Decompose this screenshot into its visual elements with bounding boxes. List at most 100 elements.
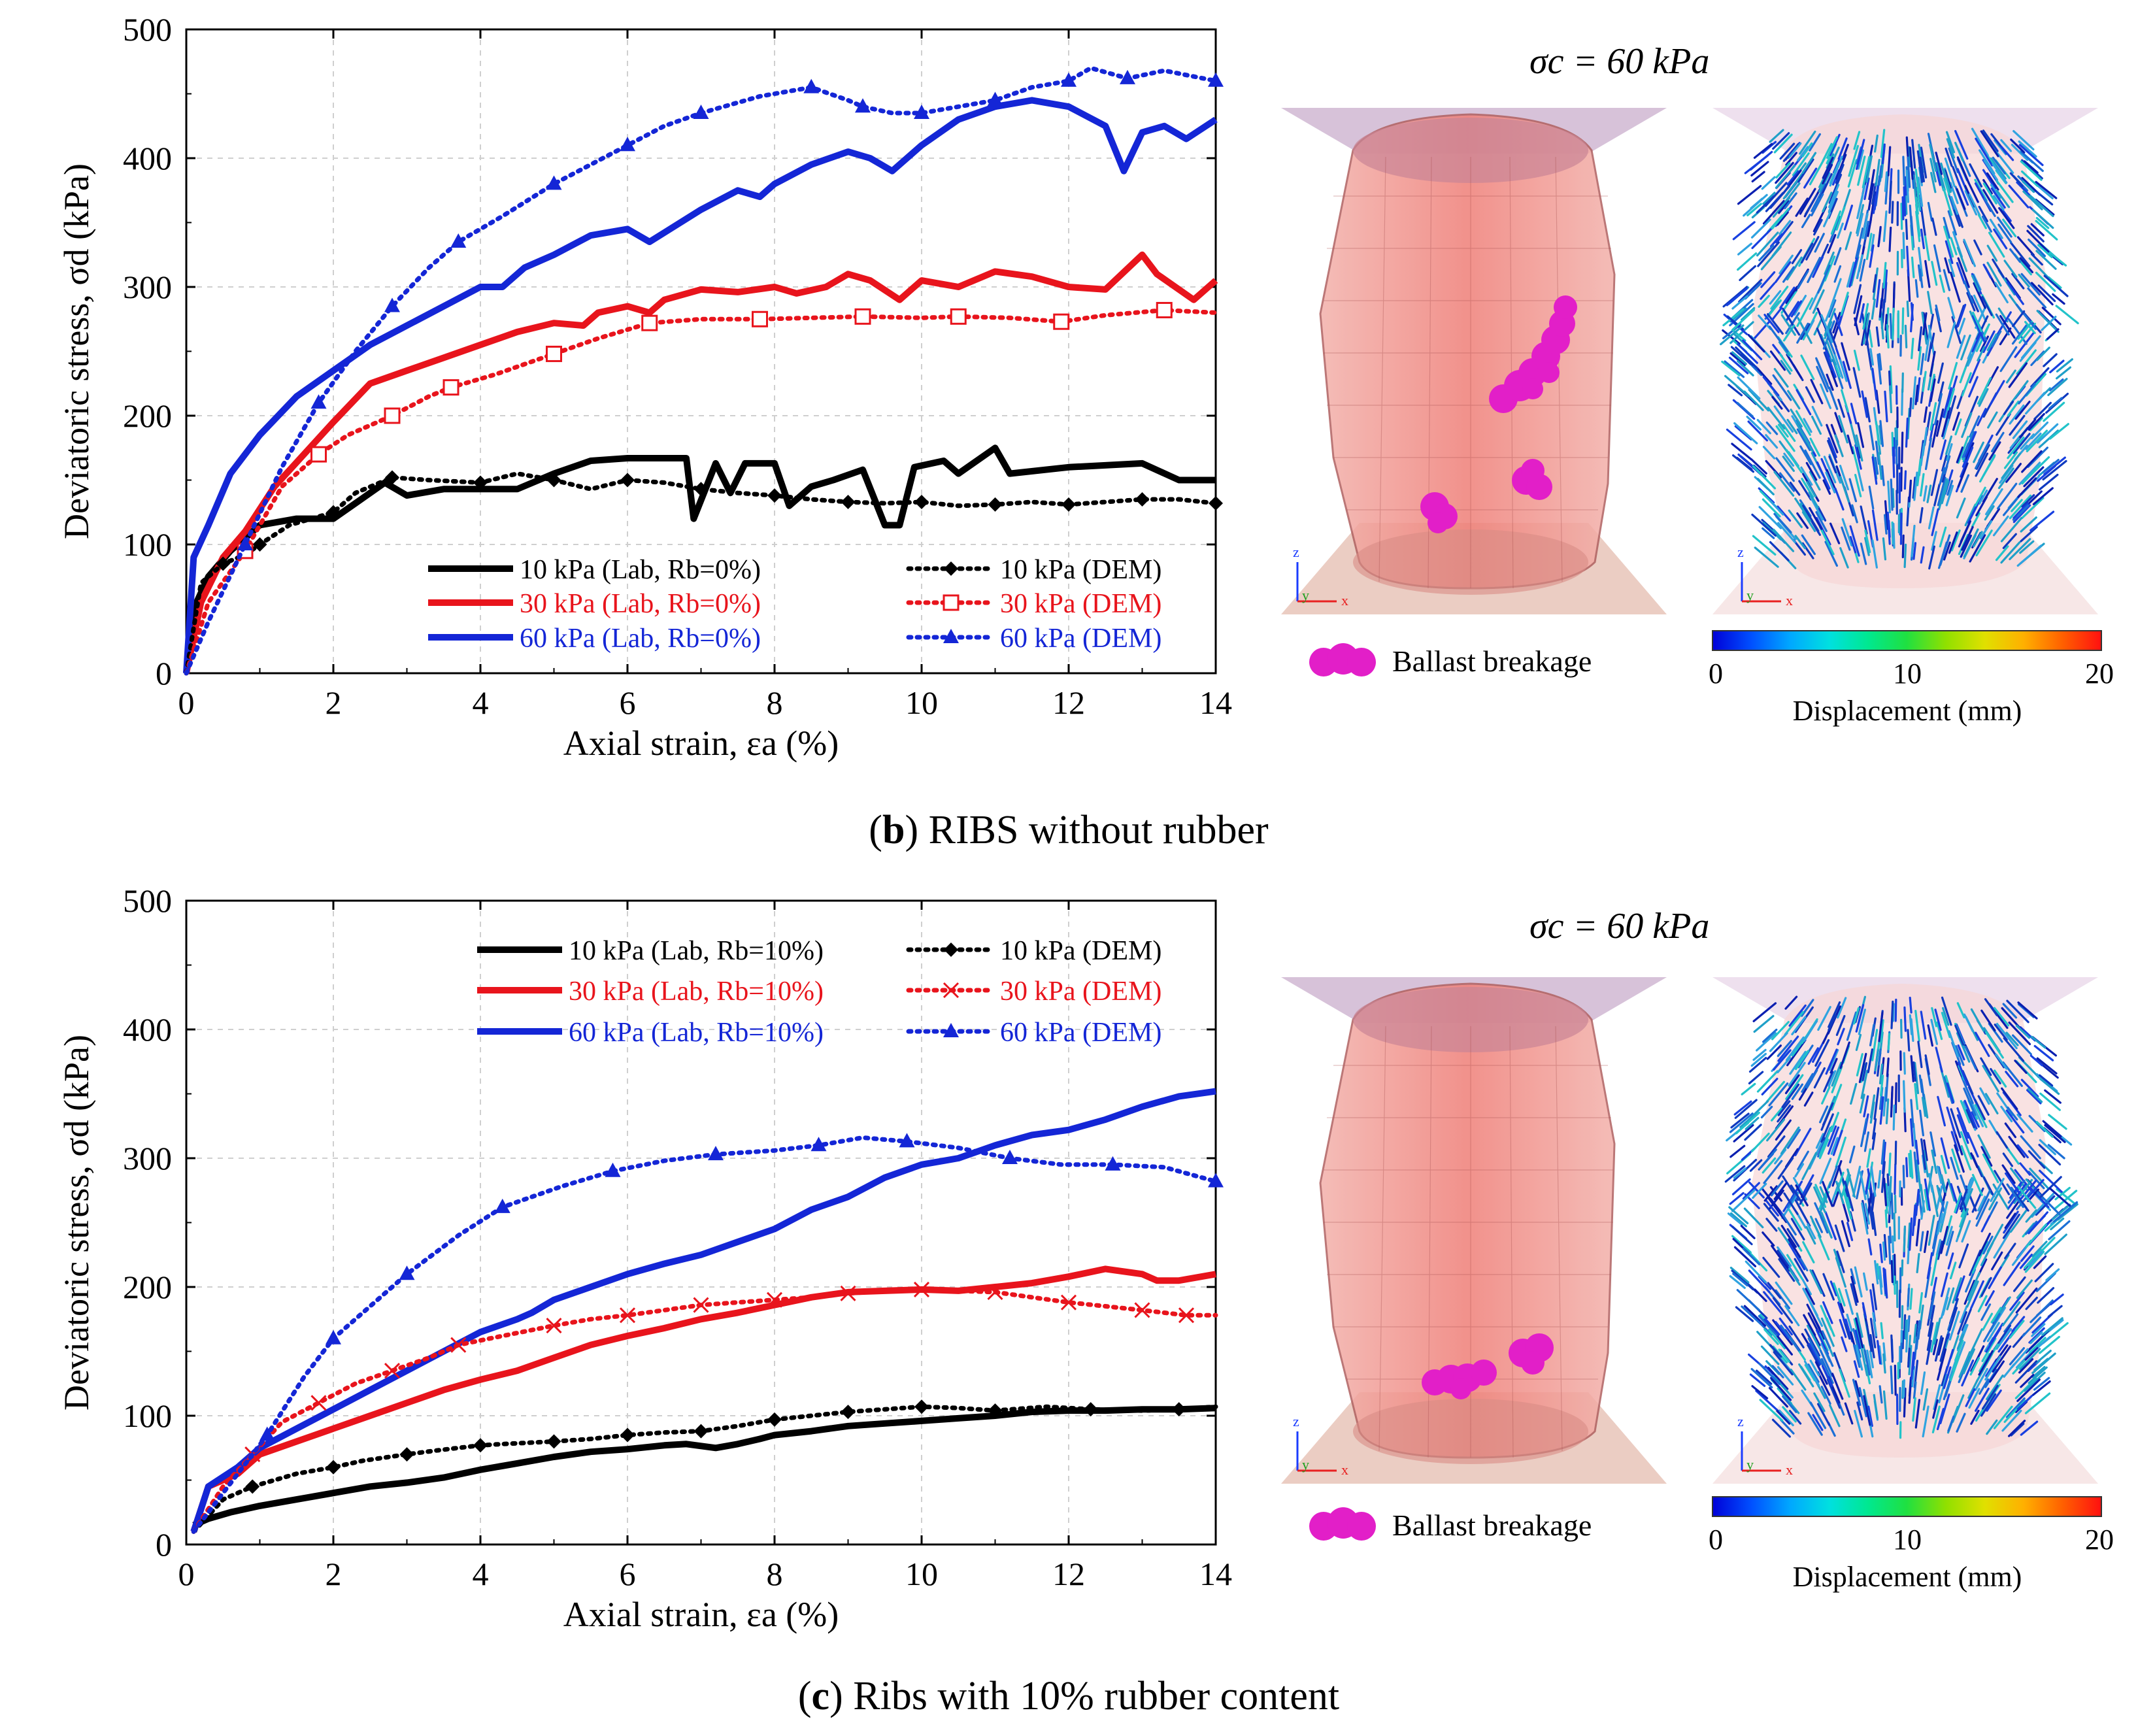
vector-arrow bbox=[1809, 437, 1820, 457]
vector-arrow bbox=[1731, 442, 1752, 461]
vector-arrow bbox=[1943, 455, 1951, 475]
vector-arrow bbox=[1948, 193, 1955, 210]
vector-arrow bbox=[1752, 465, 1777, 490]
vector-arrow bbox=[2009, 1320, 2025, 1339]
vector-arrow bbox=[1956, 1002, 1965, 1019]
vector-arrow bbox=[1973, 441, 1984, 463]
vector-arrow bbox=[1765, 1199, 1779, 1217]
vector-arrow bbox=[1902, 1165, 1905, 1189]
vector-arrow bbox=[1903, 1225, 1906, 1252]
vector-arrow bbox=[1779, 254, 1794, 275]
data-marker bbox=[619, 1307, 636, 1324]
vector-arrow bbox=[2005, 463, 2022, 483]
vector-arrow bbox=[1746, 203, 1762, 216]
data-marker bbox=[854, 308, 871, 325]
vector-arrow bbox=[1914, 279, 1919, 298]
vector-arrow bbox=[1948, 1310, 1960, 1341]
x-tick-label: 14 bbox=[1199, 684, 1232, 721]
vector-arrow bbox=[1931, 1405, 1941, 1433]
vector-arrow bbox=[1828, 386, 1839, 410]
vector-arrow bbox=[1892, 1003, 1895, 1022]
vector-arrow bbox=[1816, 1371, 1831, 1396]
vector-arrow bbox=[1941, 407, 1951, 437]
vector-arrow bbox=[2000, 516, 2023, 542]
vector-arrow bbox=[1929, 144, 1937, 172]
data-marker bbox=[605, 1162, 621, 1177]
vector-arrow bbox=[1750, 1052, 1767, 1067]
vector-arrow bbox=[1837, 398, 1845, 418]
vector-arrow bbox=[1916, 1252, 1920, 1274]
vector-arrow bbox=[1771, 395, 1783, 410]
vector-arrow bbox=[1950, 1355, 1960, 1382]
vector-arrow bbox=[2039, 1077, 2060, 1095]
vector-arrow bbox=[1862, 303, 1869, 330]
vector-arrow bbox=[1788, 1061, 1806, 1087]
vector-arrow bbox=[2010, 241, 2031, 267]
vector-arrow bbox=[1936, 1184, 1942, 1203]
vector-arrow bbox=[1769, 1186, 1782, 1202]
vector-arrow bbox=[1961, 1076, 1974, 1105]
vector-arrow bbox=[1854, 1410, 1863, 1438]
vector-arrow bbox=[1751, 1385, 1769, 1399]
svg-text:z: z bbox=[1293, 1413, 1299, 1429]
vector-arrow bbox=[1795, 197, 1809, 217]
vector-arrow bbox=[1962, 442, 1969, 459]
y-tick-label: 100 bbox=[123, 526, 172, 563]
vector-arrow bbox=[1825, 1048, 1838, 1075]
vector-arrow bbox=[2004, 1122, 2016, 1139]
vector-arrow bbox=[2009, 172, 2024, 188]
vector-arrow bbox=[1774, 261, 1792, 284]
vector-arrow bbox=[2038, 1143, 2062, 1166]
vector-arrow bbox=[1916, 458, 1922, 486]
vector-arrow bbox=[1880, 1075, 1884, 1097]
vector-arrow bbox=[1724, 360, 1745, 378]
vector-arrow bbox=[1812, 256, 1824, 278]
vector-arrow bbox=[1767, 1135, 1786, 1158]
vector-arrow bbox=[1926, 1339, 1932, 1365]
vector-arrow bbox=[1877, 1169, 1882, 1189]
vector-arrow bbox=[1871, 298, 1876, 320]
vector-arrow bbox=[1794, 1127, 1812, 1156]
vector-arrow bbox=[1910, 1055, 1914, 1082]
vector-arrow bbox=[1808, 1343, 1822, 1365]
colorbar-tick: 20 bbox=[2085, 658, 2114, 690]
vector-arrow bbox=[1937, 362, 1944, 384]
vector-arrow bbox=[1875, 326, 1880, 347]
vector-arrow bbox=[2020, 1420, 2039, 1436]
vector-arrow bbox=[1863, 1349, 1871, 1376]
vector-arrow bbox=[1822, 1365, 1833, 1387]
vector-arrow bbox=[1956, 261, 1965, 284]
vector-arrow bbox=[2031, 1365, 2046, 1378]
vector-arrow bbox=[1822, 192, 1833, 212]
vector-arrow bbox=[2056, 366, 2071, 380]
vector-arrow bbox=[1929, 158, 1937, 183]
colorbar-b: 0 10 20 Displacement (mm) bbox=[1709, 630, 2114, 727]
vector-arrow bbox=[2017, 1186, 2037, 1209]
vector-arrow bbox=[1968, 193, 1981, 216]
vector-arrow bbox=[1996, 412, 2011, 436]
vector-arrow bbox=[2013, 130, 2035, 151]
vector-arrow bbox=[1976, 1353, 1993, 1382]
vector-arrow bbox=[2049, 378, 2064, 392]
vector-arrow bbox=[1940, 1137, 1950, 1169]
vector-arrow bbox=[2004, 1212, 2016, 1229]
vector-arrow bbox=[1767, 1367, 1789, 1390]
vector-arrow bbox=[1771, 1105, 1785, 1122]
vector-arrow bbox=[1748, 1269, 1771, 1294]
vector-arrow bbox=[1786, 1227, 1800, 1248]
vector-arrow bbox=[1765, 459, 1782, 479]
axis-triad-c2: z y x bbox=[1737, 1413, 1793, 1478]
breakage-clusters bbox=[1422, 1333, 1554, 1399]
vector-arrow bbox=[2036, 346, 2050, 361]
vector-arrow bbox=[1924, 259, 1931, 288]
vector-arrow bbox=[1785, 1036, 1805, 1061]
vector-arrow bbox=[1949, 1261, 1957, 1280]
vector-arrow bbox=[2012, 1034, 2032, 1056]
vector-arrow bbox=[1881, 465, 1885, 486]
vector-arrow bbox=[1777, 1157, 1794, 1180]
vector-arrow bbox=[1882, 1241, 1886, 1261]
data-marker bbox=[1053, 313, 1070, 330]
vector-arrow bbox=[1848, 1145, 1856, 1163]
vector-arrow bbox=[1986, 1419, 1998, 1435]
vector-arrow bbox=[1786, 1254, 1803, 1280]
